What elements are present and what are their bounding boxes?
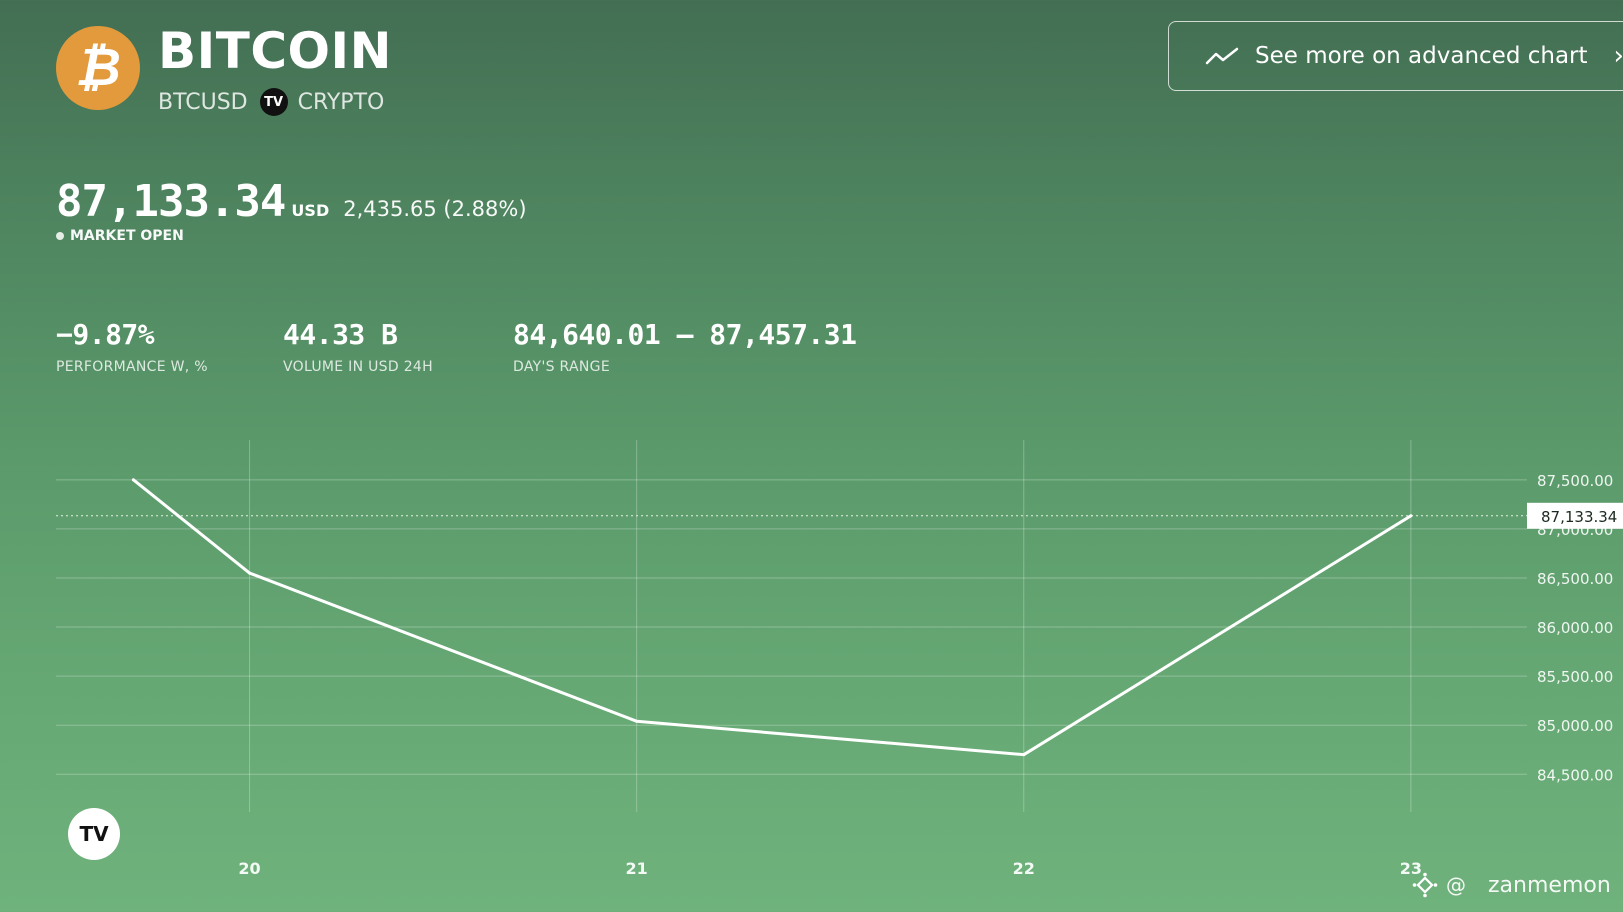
y-tick-label: 86,000.00 (1537, 619, 1613, 637)
status-dot-icon (56, 232, 64, 240)
stat-performance-label: PERFORMANCE W, % (56, 359, 208, 375)
category-label: CRYPTO (297, 89, 385, 115)
stat-day-range: 84,640.01 — 87,457.31 DAY'S RANGE (513, 318, 857, 375)
currency-label: USD (291, 201, 330, 220)
asset-subtitle: BTCUSD TV CRYPTO (158, 88, 384, 116)
binance-icon (1412, 872, 1438, 898)
bitcoin-logo-icon: ₿ (56, 26, 140, 110)
advanced-chart-button[interactable]: See more on advanced chart › (1168, 21, 1623, 91)
asset-title: BITCOIN (158, 22, 392, 80)
trend-line-icon (1205, 47, 1239, 65)
price-point (1022, 753, 1026, 757)
symbol-label: BTCUSD (158, 89, 248, 115)
price-row: 87,133.34 USD 2,435.65 (2.88%) (56, 176, 527, 227)
y-tick-label: 85,500.00 (1537, 668, 1613, 686)
stat-performance: −9.87% PERFORMANCE W, % (56, 318, 208, 375)
stat-day-range-value: 84,640.01 — 87,457.31 (513, 318, 857, 351)
current-price: 87,133.34 (56, 176, 286, 227)
price-chart[interactable]: 84,500.00 85,000.00 85,500.00 86,000.00 86,5… (0, 440, 1623, 912)
stat-volume-label: VOLUME IN USD 24H (283, 359, 433, 375)
tradingview-logo-icon[interactable]: TV (68, 808, 120, 860)
price-change: 2,435.65 (2.88%) (343, 197, 527, 221)
x-tick-label: 20 (238, 859, 260, 878)
chevron-right-icon: › (1613, 41, 1623, 71)
current-price-tag (1527, 502, 1623, 529)
price-point (248, 571, 252, 575)
stat-performance-value: −9.87% (56, 318, 155, 351)
stat-volume: 44.33 B VOLUME IN USD 24H (283, 318, 433, 375)
advanced-chart-label: See more on advanced chart (1255, 43, 1588, 69)
x-tick-label: 22 (1013, 859, 1035, 878)
credit-user: zanmemon (1488, 872, 1611, 898)
stat-volume-value: 44.33 B (283, 318, 398, 351)
credit-at: @ (1446, 873, 1466, 897)
price-point (131, 478, 135, 482)
tradingview-badge-icon: TV (259, 88, 288, 116)
current-price-label: 87,133.34 (1541, 508, 1617, 526)
x-tick-label: 23 (1400, 859, 1422, 878)
credit: @ zanmemon (1412, 872, 1611, 898)
y-tick-label: 85,000.00 (1537, 717, 1613, 735)
bitcoin-glyph: ₿ (75, 38, 121, 98)
price-series-line (131, 478, 1413, 757)
y-tick-label: 86,500.00 (1537, 570, 1613, 588)
market-status-label: MARKET OPEN (70, 228, 184, 244)
x-tick-label: 21 (626, 859, 648, 878)
stat-day-range-label: DAY'S RANGE (513, 359, 610, 375)
y-tick-label: 84,500.00 (1537, 766, 1613, 784)
y-tick-label: 87,500.00 (1537, 472, 1613, 490)
market-status: MARKET OPEN (56, 228, 184, 244)
price-point (1409, 514, 1413, 518)
price-point (635, 719, 639, 723)
